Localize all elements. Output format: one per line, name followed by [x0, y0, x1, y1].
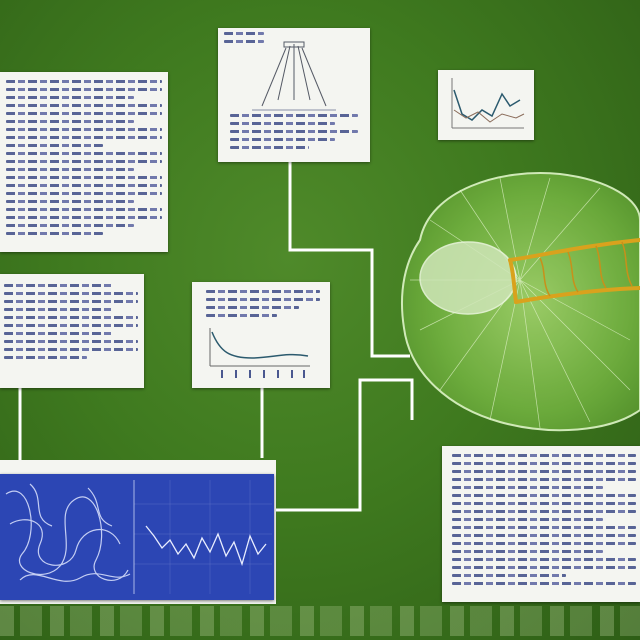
- text-card-mid-left: [0, 274, 144, 388]
- leaf-illustration: [390, 160, 640, 440]
- decay-curve-chart: [192, 282, 330, 388]
- text-card-top-left: [0, 72, 168, 252]
- diagram-card-top: [218, 28, 370, 162]
- caption-strip: [0, 606, 640, 636]
- chart-card-top-right: [438, 70, 534, 140]
- chart-card-center: [192, 282, 330, 388]
- leaf-pad: [420, 242, 516, 314]
- blueprint-panel-bottom-left: [0, 474, 274, 600]
- pipette-diagram: [218, 36, 370, 116]
- text-card-bottom-right: [442, 446, 640, 602]
- mini-line-chart: [438, 70, 534, 140]
- blueprint-illustration: [0, 474, 274, 600]
